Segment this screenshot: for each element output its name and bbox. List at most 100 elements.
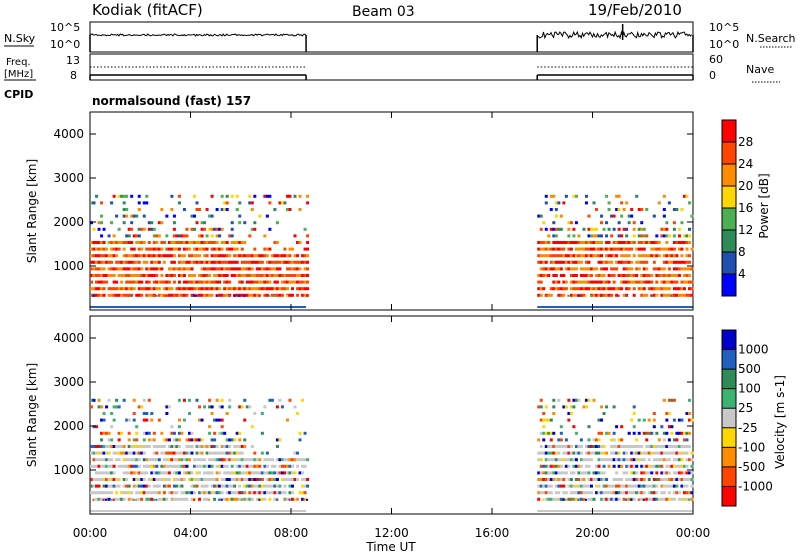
data-cell (637, 458, 641, 462)
y-tick-label: 2000 (53, 215, 84, 229)
data-cell (117, 247, 121, 251)
data-cell (170, 287, 174, 291)
data-cell (167, 464, 171, 468)
data-cell (165, 464, 169, 468)
data-cell (625, 254, 629, 258)
data-cell (112, 241, 116, 244)
data-cell (635, 458, 639, 462)
data-cell (610, 497, 614, 501)
data-cell (278, 260, 282, 264)
data-cell (285, 260, 289, 264)
data-cell (203, 484, 207, 488)
data-cell (187, 438, 191, 442)
data-cell (127, 464, 131, 468)
data-cell (617, 194, 621, 198)
x-axis: 00:00 04:00 08:00 12:00 16:00 20:00 00:00 (73, 112, 710, 540)
data-cell (657, 287, 661, 291)
data-cell (117, 194, 121, 198)
data-cell (625, 491, 629, 495)
data-cell (107, 293, 111, 297)
data-cell (228, 438, 232, 442)
data-cell (652, 418, 656, 422)
data-cell (240, 260, 244, 264)
data-cell (642, 471, 646, 475)
data-cell (107, 497, 111, 501)
data-cell (120, 497, 124, 501)
data-cell (122, 274, 126, 277)
data-cell (657, 201, 661, 205)
data-cell (597, 241, 601, 244)
data-cell (180, 274, 184, 277)
data-cell (597, 464, 601, 468)
data-cell (248, 478, 252, 481)
data-cell (562, 247, 566, 251)
data-cell (672, 254, 676, 258)
data-cell (218, 498, 221, 501)
data-cell (539, 293, 543, 297)
data-cell (177, 425, 181, 429)
data-cell (187, 241, 191, 244)
data-cell (102, 464, 106, 468)
data-cell (640, 478, 644, 481)
data-cell (640, 497, 644, 501)
data-cell (175, 294, 178, 297)
data-cell (152, 491, 156, 495)
data-cell (562, 498, 565, 501)
data-cell (245, 280, 249, 284)
data-cell (635, 484, 639, 488)
data-cell (115, 254, 119, 258)
data-cell (130, 214, 134, 218)
data-cell (564, 438, 568, 442)
data-cell (193, 274, 197, 277)
y-tick-label: 1000 (53, 259, 84, 273)
data-cell (589, 274, 593, 277)
data-cell (172, 464, 176, 468)
data-cell (233, 274, 237, 277)
data-cell (218, 260, 222, 264)
data-cell (537, 438, 541, 442)
data-cell (547, 418, 551, 422)
data-cell (682, 274, 686, 277)
data-cell (185, 293, 189, 297)
data-cell (107, 458, 111, 462)
data-cell (210, 247, 214, 251)
data-cell (677, 478, 681, 481)
data-cell (587, 451, 591, 455)
data-cell (250, 484, 254, 488)
data-cell (582, 254, 586, 258)
data-cell (605, 194, 609, 198)
data-cell (122, 398, 126, 402)
data-cell (597, 274, 601, 277)
data-cell (175, 247, 179, 251)
data-cell (665, 497, 669, 501)
data-cell (175, 491, 179, 495)
data-cell (642, 498, 645, 501)
data-cell (662, 458, 666, 462)
data-cell (215, 418, 219, 422)
data-cell (589, 241, 593, 244)
data-cell (122, 293, 126, 297)
data-cell (180, 431, 184, 435)
data-cell (670, 497, 674, 501)
data-cell (687, 280, 691, 284)
data-cell (238, 287, 242, 291)
data-cell (162, 445, 166, 448)
data-cell (554, 234, 558, 238)
data-cell (600, 221, 604, 225)
data-cell (537, 293, 541, 297)
data-cell (622, 260, 626, 264)
data-cell (175, 241, 179, 244)
data-cell (670, 431, 674, 435)
data-cell (544, 194, 548, 198)
data-cell (248, 267, 252, 271)
data-cell (602, 267, 606, 271)
data-cell (682, 438, 686, 442)
data-cell (97, 267, 101, 271)
data-cell (147, 398, 151, 402)
data-cell (170, 491, 174, 495)
data-cell (652, 425, 656, 429)
data-cell (537, 405, 541, 409)
data-cell (685, 241, 689, 244)
colorbar-segment (722, 120, 736, 142)
data-cell (557, 293, 561, 297)
